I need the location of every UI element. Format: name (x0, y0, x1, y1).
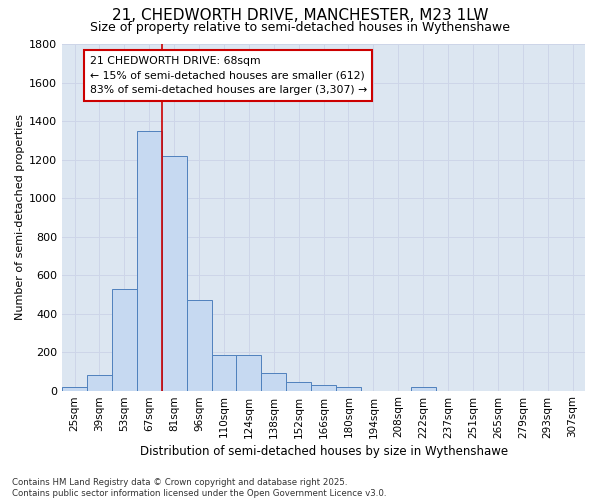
Bar (137, 130, 162, 390)
Y-axis label: Number of semi-detached properties: Number of semi-detached properties (15, 114, 25, 320)
Text: Contains HM Land Registry data © Crown copyright and database right 2025.
Contai: Contains HM Land Registry data © Crown c… (12, 478, 386, 498)
X-axis label: Distribution of semi-detached houses by size in Wythenshawe: Distribution of semi-detached houses by … (140, 444, 508, 458)
Bar (236, 355, 262, 390)
Bar (311, 385, 336, 390)
Bar (187, 300, 212, 390)
Text: Size of property relative to semi-detached houses in Wythenshawe: Size of property relative to semi-detach… (90, 21, 510, 34)
Text: 21 CHEDWORTH DRIVE: 68sqm
← 15% of semi-detached houses are smaller (612)
83% of: 21 CHEDWORTH DRIVE: 68sqm ← 15% of semi-… (89, 56, 367, 95)
Text: 21, CHEDWORTH DRIVE, MANCHESTER, M23 1LW: 21, CHEDWORTH DRIVE, MANCHESTER, M23 1LW (112, 8, 488, 22)
Bar (87, 375, 112, 390)
Bar (411, 386, 436, 390)
Bar (336, 386, 361, 390)
Bar (262, 373, 286, 390)
Bar (212, 355, 236, 390)
Bar (112, 288, 137, 390)
Bar (286, 382, 311, 390)
Bar (162, 156, 187, 390)
Bar (62, 386, 87, 390)
